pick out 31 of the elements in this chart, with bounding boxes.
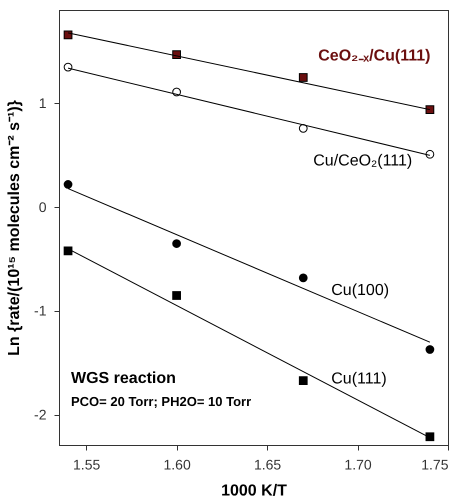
annotation: WGS reaction: [71, 370, 176, 387]
x-tick-label: 1.60: [163, 456, 191, 472]
point: [426, 150, 434, 159]
series-label: CeO₂₋ₓ/Cu(111): [318, 47, 430, 64]
point: [172, 239, 181, 248]
x-tick-label: 1.55: [73, 456, 100, 472]
series-label: Cu(111): [331, 370, 387, 388]
series-label: Cu/CeO₂(111): [313, 152, 412, 170]
point: [298, 376, 308, 386]
point: [426, 432, 434, 442]
point: [64, 180, 72, 189]
point: [426, 345, 434, 354]
point: [64, 246, 72, 256]
x-axis-title: 1000 K/T: [221, 482, 288, 500]
y-tick-label: -1: [34, 302, 47, 319]
series-label: Cu(100): [331, 282, 390, 299]
y-tick-label: 1: [38, 94, 47, 111]
annotation: PCO= 20 Torr; PH2O= 10 Torr: [71, 394, 252, 409]
x-tick-label: 1.75: [421, 456, 449, 472]
y-tick-label: -2: [34, 406, 47, 422]
y-axis-title: Ln {rate/(10¹⁵ molecules cm⁻² s⁻¹)}: [6, 100, 24, 356]
point: [64, 30, 72, 40]
point: [298, 124, 308, 133]
x-tick-label: 1.70: [344, 456, 372, 472]
point: [298, 73, 308, 82]
point: [298, 273, 308, 282]
point: [64, 62, 72, 72]
point: [426, 105, 434, 114]
y-tick-label: 0: [38, 198, 47, 215]
point: [172, 291, 181, 300]
x-tick-label: 1.65: [254, 456, 282, 472]
